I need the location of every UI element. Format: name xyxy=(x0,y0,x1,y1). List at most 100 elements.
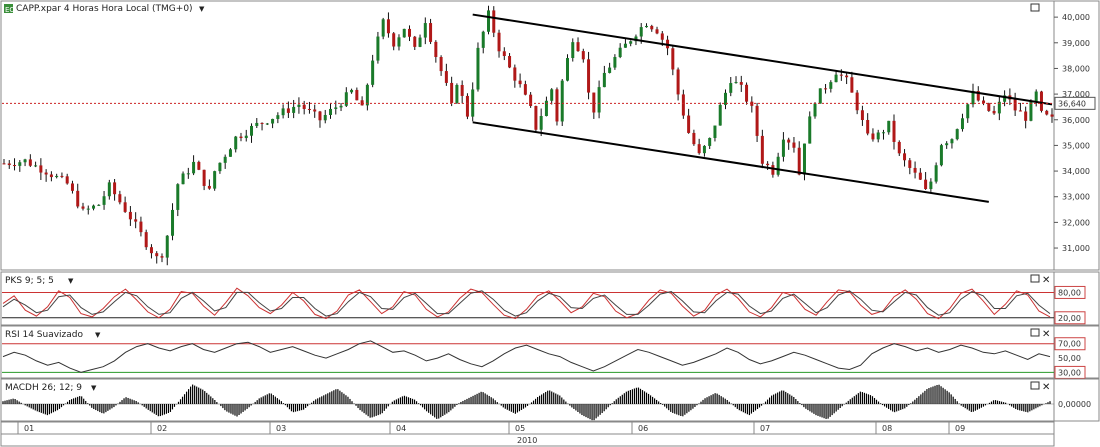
price-panel-dropdown-icon[interactable]: ▼ xyxy=(199,5,205,13)
price-tick-label: 34,000 xyxy=(1062,167,1090,176)
candle-body xyxy=(171,209,175,236)
candle-body xyxy=(23,159,27,163)
month-label: 02 xyxy=(157,424,167,433)
candle-body xyxy=(813,103,817,117)
candle-body xyxy=(892,120,896,142)
candle-body xyxy=(676,69,680,95)
osc-tick-label: 20,00 xyxy=(1058,314,1081,323)
macdh-close-icon[interactable]: ✕ xyxy=(1042,382,1050,393)
rsi-dropdown-icon[interactable]: ▼ xyxy=(95,331,101,339)
candle-body xyxy=(1003,95,1007,102)
candle-body xyxy=(444,71,448,83)
candle-body xyxy=(518,80,522,85)
candle-body xyxy=(776,156,780,175)
candle-body xyxy=(608,67,612,73)
osc-tick-label: 80,00 xyxy=(1058,288,1081,297)
candle-body xyxy=(855,92,859,111)
candle-body xyxy=(487,10,491,32)
candle-body xyxy=(1050,114,1054,117)
candle-body xyxy=(423,23,427,38)
price-tick-label: 38,000 xyxy=(1062,64,1090,73)
candle-body xyxy=(713,125,717,138)
candle-body xyxy=(734,82,738,84)
candle-body xyxy=(302,104,306,109)
pks-close-icon[interactable]: ✕ xyxy=(1042,275,1050,286)
month-label: 01 xyxy=(24,424,34,433)
candle-body xyxy=(365,84,369,106)
macdh-bars xyxy=(2,384,1054,421)
candle-body xyxy=(381,19,385,37)
macdh-maximize-icon[interactable] xyxy=(1030,381,1040,390)
candle-body xyxy=(65,176,69,184)
candle-body xyxy=(323,114,327,121)
candle-body xyxy=(39,165,43,173)
candle-body xyxy=(792,142,796,148)
year-label: 2010 xyxy=(517,436,537,445)
candle-body xyxy=(945,143,949,146)
candle-body xyxy=(1045,110,1049,115)
candle-body xyxy=(955,129,959,140)
candle-body xyxy=(550,89,554,101)
candle-body xyxy=(745,84,749,102)
candle-body xyxy=(144,232,148,248)
candle-body xyxy=(260,122,264,124)
candle-body xyxy=(534,106,538,130)
candle-body xyxy=(876,132,880,140)
channel-lower-line[interactable] xyxy=(472,121,989,203)
candle-body xyxy=(592,92,596,113)
pks-lines: 80,00 20,00 xyxy=(2,285,1086,325)
last-price-box xyxy=(1054,96,1096,110)
candle-body xyxy=(60,175,64,177)
candle-body xyxy=(960,118,964,130)
pks-maximize-icon[interactable] xyxy=(1030,274,1040,283)
candle-body xyxy=(687,115,691,133)
candle-body xyxy=(1039,91,1043,111)
pks-dropdown-icon[interactable]: ▼ xyxy=(68,277,74,285)
price-tick-label: 36,000 xyxy=(1062,116,1090,125)
candle-body xyxy=(329,108,333,115)
candle-body xyxy=(234,136,238,150)
candle-body xyxy=(355,89,359,101)
price-panel-maximize-icon[interactable] xyxy=(1030,3,1040,12)
candle-body xyxy=(149,247,153,254)
month-label: 07 xyxy=(760,424,770,433)
rsi-close-icon[interactable]: ✕ xyxy=(1042,329,1050,340)
candle-body xyxy=(360,100,364,106)
candle-body xyxy=(544,100,548,117)
candle-body xyxy=(903,153,907,161)
candle-body xyxy=(781,139,785,157)
macdh-dropdown-icon[interactable]: ▼ xyxy=(91,384,97,392)
candle-body xyxy=(408,28,412,37)
candle-body xyxy=(76,190,80,207)
pks-panel-frame xyxy=(0,271,1055,326)
candle-body xyxy=(418,37,422,47)
month-label: 08 xyxy=(882,424,892,433)
candle-body xyxy=(376,36,380,61)
candle-body xyxy=(939,145,943,166)
candle-body xyxy=(739,82,743,85)
price-tick-label: 40,000 xyxy=(1062,13,1090,22)
rsi-panel-title: RSI 14 Suavizado xyxy=(5,330,84,340)
candle-body xyxy=(929,181,933,190)
candle-body xyxy=(239,136,243,139)
candle-body xyxy=(113,182,117,195)
candle-body xyxy=(692,132,696,145)
candle-body xyxy=(629,41,633,44)
candle-body xyxy=(966,104,970,119)
rsi-maximize-icon[interactable] xyxy=(1030,328,1040,337)
candle-body xyxy=(644,25,648,28)
osc-series-line xyxy=(2,290,1051,317)
price-tick-label: 37,000 xyxy=(1062,90,1090,99)
candle-body xyxy=(982,100,986,104)
channel-upper-line[interactable] xyxy=(472,13,1053,106)
candle-body xyxy=(655,29,659,34)
candle-body xyxy=(702,145,706,154)
level-label-box xyxy=(1054,365,1086,379)
candle-body xyxy=(107,182,111,197)
candle-body xyxy=(402,28,406,38)
candle-body xyxy=(729,83,733,93)
level-label-box xyxy=(1054,285,1086,299)
candle-body xyxy=(44,172,48,175)
candle-body xyxy=(386,19,390,34)
